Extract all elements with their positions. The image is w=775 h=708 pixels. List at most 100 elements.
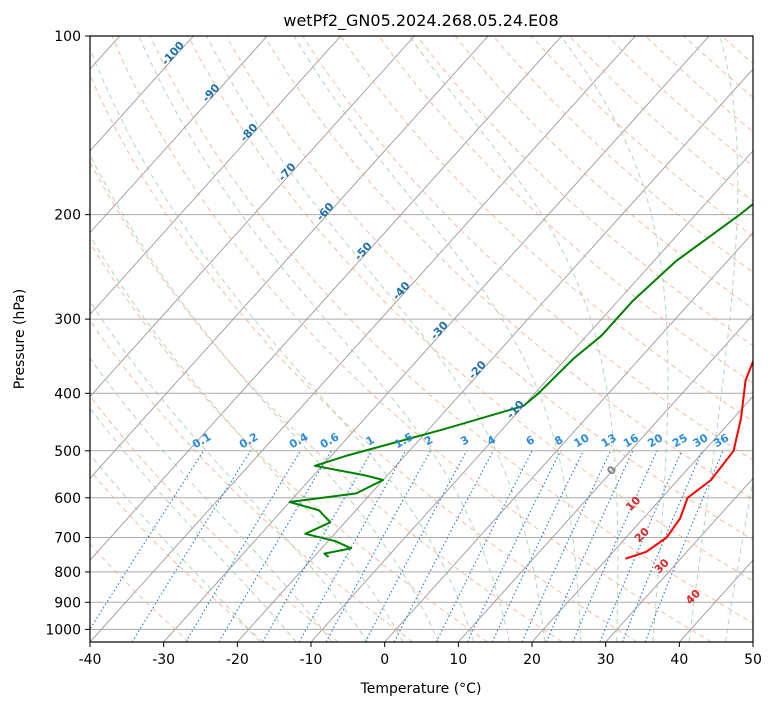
x-tick-label: 10 xyxy=(449,652,467,668)
x-tick-label: 50 xyxy=(744,652,762,668)
moist-adiabat-label: 10 xyxy=(623,494,643,514)
y-tick-label: 500 xyxy=(54,444,81,460)
mixing-ratio-label: 0.4 xyxy=(287,430,311,451)
mixing-ratio-line xyxy=(298,450,407,642)
dry-adiabat-line xyxy=(607,36,753,167)
x-tick-label: 30 xyxy=(597,652,615,668)
dry-adiabat-line xyxy=(90,469,264,642)
dry-adiabat-label: -60 xyxy=(314,200,337,224)
y-tick-label: 600 xyxy=(54,491,81,507)
isotherm-line xyxy=(90,36,194,152)
dry-adiabat-lines xyxy=(90,36,775,642)
moist-adiabat-line xyxy=(206,36,546,642)
moist-adiabat-line xyxy=(725,478,753,642)
moist-adiabat-line xyxy=(560,36,669,642)
mixing-ratio-label: 0.1 xyxy=(190,430,213,451)
x-tick-label: -30 xyxy=(152,652,175,668)
x-tick-label: 0 xyxy=(380,652,389,668)
mixing-ratio-label: 13 xyxy=(599,431,619,450)
dry-adiabat-label: -50 xyxy=(352,239,375,263)
mixing-ratio-label: 16 xyxy=(621,431,641,450)
reference-line-labels: 0.1 0.2 0.4 0.6 1 1.5 2 3 4 6 8 10 13 16 20 25 30 36-100-… xyxy=(159,39,732,607)
dry-adiabat-label: -90 xyxy=(200,81,223,105)
dry-adiabat-label: -30 xyxy=(428,318,451,342)
y-tick-label: 300 xyxy=(54,312,81,328)
plot-area: 0.1 0.2 0.4 0.6 1 1.5 2 3 4 6 8 10 13 16 20 25 30 36-100-… xyxy=(90,36,775,642)
dry-adiabat-line xyxy=(187,36,753,582)
moist-adiabat-lines xyxy=(90,36,753,642)
dry-adiabat-line xyxy=(90,543,190,642)
isotherm-line xyxy=(90,36,342,316)
mixing-ratio-line xyxy=(621,450,703,642)
dry-adiabat-line xyxy=(760,36,775,642)
mixing-ratio-line xyxy=(491,450,584,642)
y-tick-label: 700 xyxy=(54,531,81,547)
moist-adiabat-line xyxy=(90,300,369,642)
x-tick-label: -10 xyxy=(300,652,323,668)
mixing-ratio-label: 1 xyxy=(364,433,377,448)
dry-adiabat-line xyxy=(111,36,712,642)
moist-adiabat-label: 40 xyxy=(683,587,703,607)
dry-adiabat-line xyxy=(90,242,488,642)
dry-adiabat-line xyxy=(225,36,753,541)
dry-adiabat-line xyxy=(302,36,753,461)
mixing-ratio-label: 6 xyxy=(524,433,537,448)
dry-adiabat-line xyxy=(90,74,638,642)
isotherm-line xyxy=(163,36,710,642)
moist-adiabat-line xyxy=(688,36,739,642)
y-tick-label: 100 xyxy=(54,29,81,45)
moist-adiabat-line xyxy=(138,36,510,642)
dry-adiabat-line xyxy=(645,36,753,133)
dry-adiabat-line xyxy=(492,36,753,273)
dry-adiabat-label: -100 xyxy=(159,39,187,68)
moist-adiabat-line xyxy=(293,36,582,642)
isotherm-line xyxy=(531,395,753,642)
mixing-ratio-label: 36 xyxy=(711,431,731,450)
moist-adiabat-line xyxy=(408,36,619,642)
mixing-ratio-lines xyxy=(90,450,724,642)
dewpoint-profile-line xyxy=(288,202,753,558)
moist-adiabat-line xyxy=(90,357,333,642)
x-tick-label: 20 xyxy=(523,652,541,668)
isotherm-line xyxy=(90,36,415,398)
mixing-ratio-line xyxy=(644,450,724,642)
mixing-ratio-label: 0.2 xyxy=(237,430,260,451)
y-axis-label: Pressure (hPa) xyxy=(12,289,28,389)
dry-adiabat-line xyxy=(683,36,753,98)
isotherm-lines xyxy=(90,36,753,642)
isotherm-line xyxy=(90,36,563,561)
dry-adiabat-line xyxy=(530,36,753,238)
profile-series xyxy=(288,202,753,560)
y-axis: 100 200 300 400 500 600 700 800 900 1000 xyxy=(45,29,90,638)
x-axis: -40 -30 -20 -10 0 10 20 30 40 50 xyxy=(79,642,762,668)
mixing-ratio-line xyxy=(545,450,634,642)
isotherm-line xyxy=(678,559,753,642)
dry-adiabat-line xyxy=(149,36,753,624)
x-tick-label: -20 xyxy=(226,652,249,668)
moist-adiabat-line xyxy=(90,234,404,642)
mixing-ratio-line xyxy=(467,450,562,642)
dry-adiabat-line xyxy=(416,36,753,347)
y-tick-label: 400 xyxy=(54,386,81,402)
chart-title: wetPf2_GN05.2024.268.05.24.E08 xyxy=(283,11,558,31)
dry-adiabat-line xyxy=(90,160,563,642)
y-tick-label: 800 xyxy=(54,565,81,581)
isotherm-line xyxy=(605,477,753,642)
mixing-ratio-line xyxy=(599,450,683,642)
mixing-ratio-line xyxy=(325,450,431,642)
mixing-ratio-label: 2 xyxy=(422,433,435,448)
temperature-profile-line xyxy=(625,359,753,560)
dry-adiabat-label: -10 xyxy=(504,398,527,422)
dry-adiabat-line xyxy=(90,319,414,642)
y-tick-label: 900 xyxy=(54,595,81,611)
mixing-ratio-label: 10 xyxy=(572,431,592,450)
dry-adiabat-line xyxy=(90,395,339,642)
isotherm-line xyxy=(90,36,489,479)
mixing-ratio-line xyxy=(364,450,468,642)
dry-adiabat-line xyxy=(378,36,753,384)
isotherm-line xyxy=(457,313,753,642)
isotherm-line xyxy=(90,36,636,642)
isotherm-line xyxy=(752,641,753,642)
mixing-ratio-line xyxy=(435,450,533,642)
dry-adiabat-label: -20 xyxy=(466,358,489,382)
